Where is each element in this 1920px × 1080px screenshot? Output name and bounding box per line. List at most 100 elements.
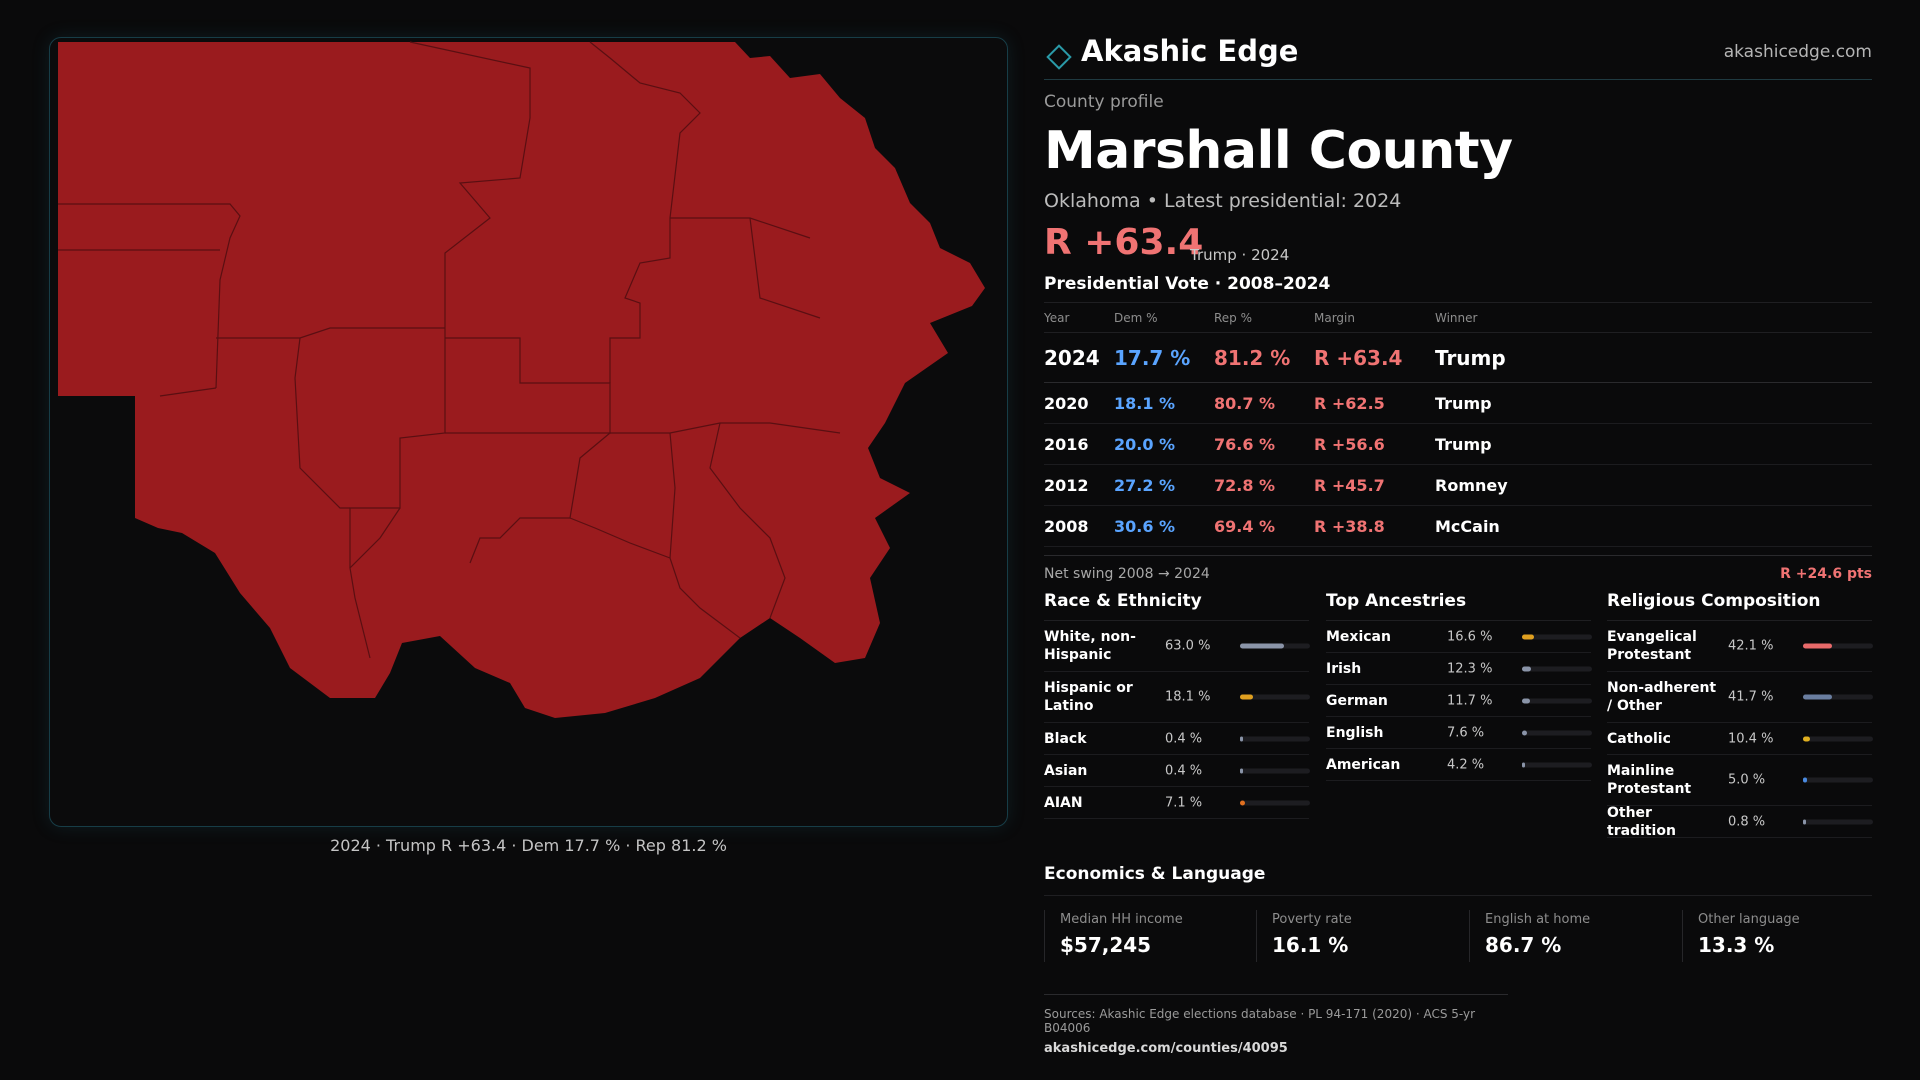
table-row: 2016 20.0 % 76.6 % R +56.6 Trump (1044, 423, 1872, 465)
county-shape[interactable] (58, 42, 985, 718)
item-percent: 10.4 % (1728, 731, 1774, 746)
county-map[interactable] (50, 38, 1008, 827)
item-percent: 0.4 % (1165, 763, 1203, 778)
cell-year: 2008 (1044, 505, 1114, 547)
item-percent: 0.8 % (1728, 814, 1766, 829)
ancestry-panel: Top Ancestries Mexican 16.6 % Irish 12.3 % G… (1326, 591, 1592, 781)
list-item: German 11.7 % (1326, 685, 1592, 717)
percent-bar-fill (1240, 800, 1245, 805)
list-item: Evangelical Protestant 42.1 % (1607, 621, 1873, 672)
list-item: Black 0.4 % (1044, 723, 1310, 755)
religion-panel: Religious Composition Evangelical Protes… (1607, 591, 1873, 839)
list-item: AIAN 7.1 % (1044, 787, 1310, 819)
percent-bar-track (1240, 736, 1310, 741)
item-name: Other tradition (1607, 804, 1676, 839)
list-item: Other tradition 0.8 % (1607, 804, 1873, 839)
cell-year: 2024 (1044, 332, 1114, 383)
vote-table: Year Dem % Rep % Margin Winner 2024 17.7… (1044, 302, 1872, 547)
cell-rep: 72.8 % (1214, 464, 1314, 506)
sources-footer: Sources: Akashic Edge elections database… (1044, 994, 1508, 1056)
percent-bar-track (1240, 800, 1310, 805)
cell-rep: 69.4 % (1214, 505, 1314, 547)
list-item: Catholic 10.4 % (1607, 723, 1873, 755)
item-name: American (1326, 756, 1401, 773)
col-margin: Margin (1314, 302, 1435, 333)
item-name: Mexican (1326, 628, 1391, 645)
cell-rep: 76.6 % (1214, 423, 1314, 465)
percent-bar-fill (1522, 666, 1531, 671)
page-subtitle: Oklahoma • Latest presidential: 2024 (1044, 190, 1402, 212)
percent-bar-fill (1522, 762, 1525, 767)
stat-label: Median HH income (1060, 912, 1183, 927)
net-swing-value: R +24.6 pts (1780, 566, 1872, 582)
list-item: Asian 0.4 % (1044, 755, 1310, 787)
item-name: Black (1044, 730, 1087, 747)
percent-bar-fill (1522, 730, 1527, 735)
cell-dem: 20.0 % (1114, 423, 1214, 465)
percent-bar-fill (1240, 736, 1243, 741)
vote-section-title: Presidential Vote · 2008–2024 (1044, 274, 1331, 294)
map-panel[interactable] (49, 37, 1008, 827)
percent-bar-fill (1803, 819, 1806, 824)
list-item: American 4.2 % (1326, 749, 1592, 781)
item-name: English (1326, 724, 1384, 741)
item-name: AIAN (1044, 794, 1083, 811)
cell-margin: R +62.5 (1314, 382, 1435, 424)
cell-margin: R +56.6 (1314, 423, 1435, 465)
cell-year: 2020 (1044, 382, 1114, 424)
list-item: English 7.6 % (1326, 717, 1592, 749)
item-percent: 4.2 % (1447, 757, 1485, 772)
percent-bar-track (1803, 643, 1873, 649)
col-dem: Dem % (1114, 302, 1214, 333)
stat-english-at-home: English at home 86.7 % (1469, 910, 1590, 962)
precinct-borders (58, 41, 841, 659)
item-percent: 5.0 % (1728, 772, 1766, 788)
item-percent: 16.6 % (1447, 629, 1493, 644)
stat-label: Poverty rate (1272, 912, 1352, 927)
cell-rep: 81.2 % (1214, 332, 1314, 383)
sources-url[interactable]: akashicedge.com/counties/40095 (1044, 1041, 1288, 1056)
item-name: Evangelical Protestant (1607, 629, 1697, 663)
percent-bar-fill (1803, 777, 1807, 783)
cell-margin: R +63.4 (1314, 332, 1435, 383)
page-kicker: County profile (1044, 92, 1164, 112)
percent-bar-track (1240, 643, 1310, 649)
item-name: Non-adherent / Other (1607, 680, 1717, 714)
percent-bar-fill (1803, 736, 1810, 741)
stat-value: $57,245 (1060, 933, 1152, 957)
percent-bar-track (1803, 694, 1873, 700)
item-percent: 12.3 % (1447, 661, 1493, 676)
percent-bar-fill (1803, 694, 1832, 700)
headline-margin: R +63.4 (1044, 222, 1204, 263)
economics-title: Economics & Language (1044, 864, 1266, 884)
brand-url[interactable]: akashicedge.com (1723, 42, 1872, 62)
brand-header: Akashic Edge akashicedge.com (1044, 34, 1872, 80)
item-percent: 11.7 % (1447, 693, 1493, 708)
item-name: Irish (1326, 660, 1362, 677)
percent-bar-track (1522, 698, 1592, 703)
stat-median-income: Median HH income $57,245 (1044, 910, 1183, 962)
item-percent: 7.6 % (1447, 725, 1485, 740)
list-item: Mexican 16.6 % (1326, 621, 1592, 653)
cell-margin: R +45.7 (1314, 464, 1435, 506)
item-percent: 63.0 % (1165, 638, 1211, 654)
profile-panel: Akashic Edge akashicedge.com County prof… (1044, 34, 1873, 851)
stat-poverty-rate: Poverty rate 16.1 % (1256, 910, 1352, 962)
percent-bar-fill (1240, 643, 1284, 649)
net-swing: Net swing 2008 → 2024 R +24.6 pts (1044, 555, 1872, 585)
item-percent: 18.1 % (1165, 689, 1211, 705)
race-title: Race & Ethnicity (1044, 591, 1309, 621)
col-winner: Winner (1435, 302, 1872, 333)
percent-bar-track (1522, 762, 1592, 767)
list-item: White, non-Hispanic 63.0 % (1044, 621, 1310, 672)
list-item: Hispanic or Latino 18.1 % (1044, 672, 1310, 723)
table-row: 2012 27.2 % 72.8 % R +45.7 Romney (1044, 464, 1872, 506)
cell-winner: McCain (1435, 505, 1872, 547)
percent-bar-fill (1522, 634, 1534, 639)
page-title: Marshall County (1044, 121, 1513, 181)
item-percent: 42.1 % (1728, 638, 1774, 654)
economics-panel: Median HH income $57,245 Poverty rate 16… (1044, 895, 1872, 967)
cell-dem: 18.1 % (1114, 382, 1214, 424)
percent-bar-track (1240, 768, 1310, 773)
table-row: 2020 18.1 % 80.7 % R +62.5 Trump (1044, 382, 1872, 424)
